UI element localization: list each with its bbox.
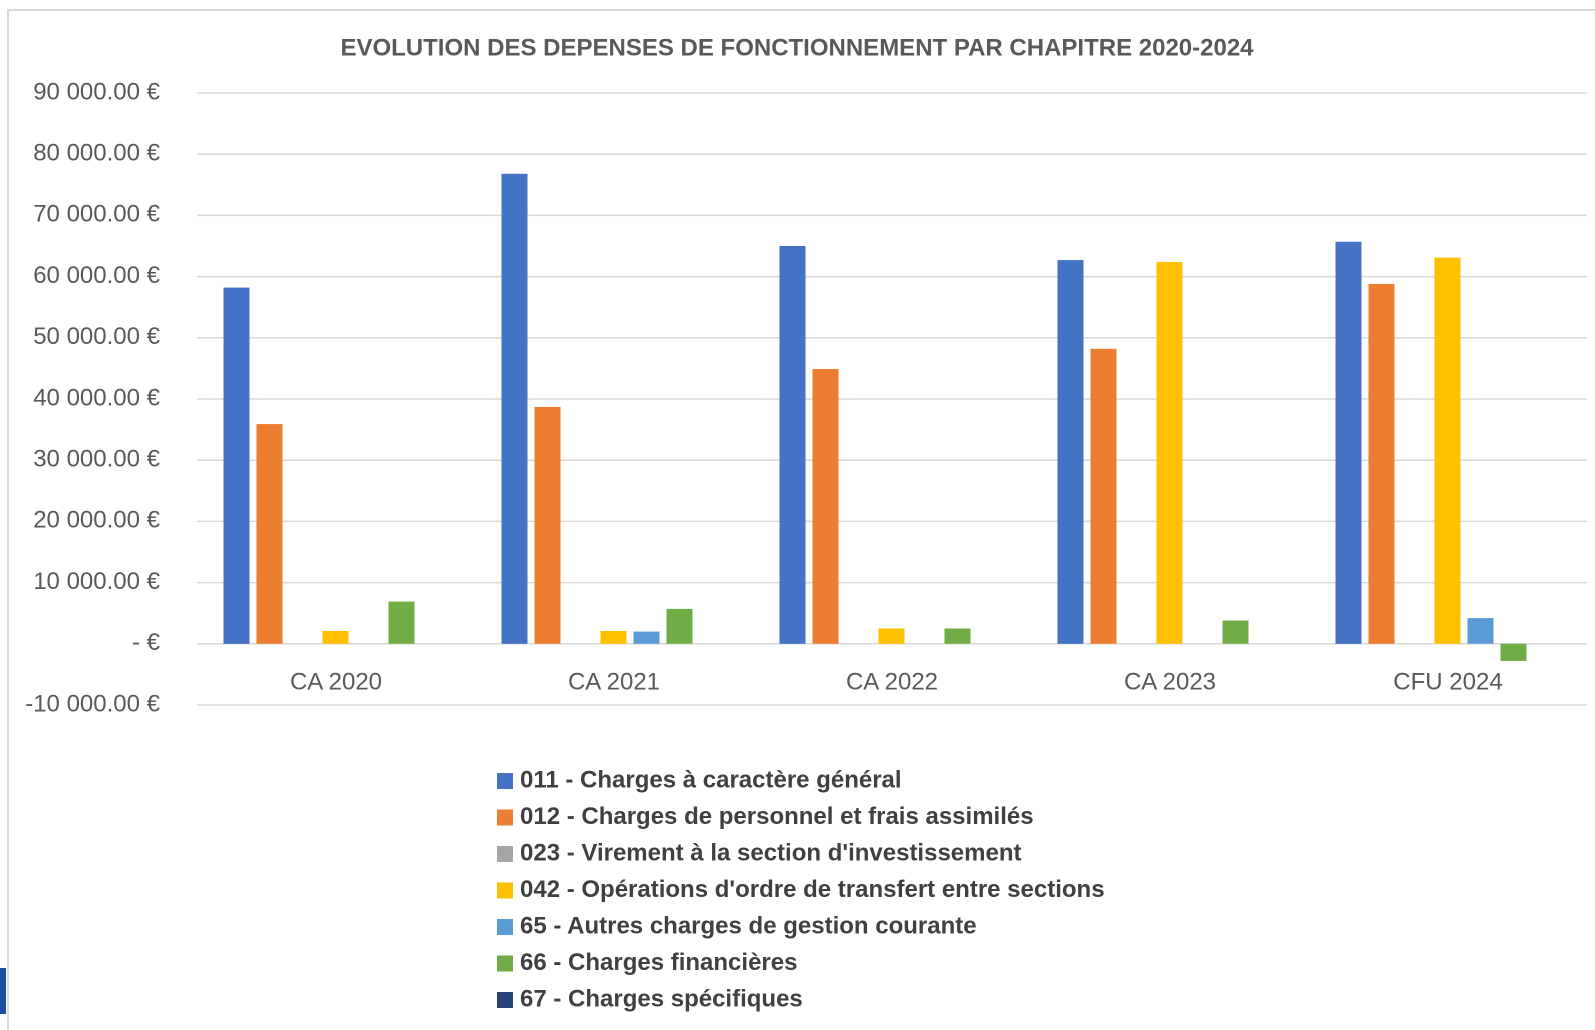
x-tick-label: CA 2023 bbox=[1124, 668, 1216, 695]
bar bbox=[633, 631, 660, 644]
bar bbox=[600, 630, 627, 644]
y-tick-label: -10 000.00 € bbox=[25, 690, 160, 717]
bar bbox=[1368, 283, 1395, 644]
legend-swatch bbox=[497, 809, 513, 826]
x-tick-label: CA 2021 bbox=[568, 668, 660, 695]
y-tick-label: 20 000.00 € bbox=[33, 507, 160, 534]
legend-label: 023 - Virement à la section d'investisse… bbox=[520, 839, 1021, 866]
bar bbox=[256, 424, 283, 644]
y-tick-label: 70 000.00 € bbox=[33, 201, 160, 228]
legend-swatch bbox=[497, 846, 513, 862]
legend-swatch bbox=[497, 955, 513, 972]
bar bbox=[1057, 260, 1084, 644]
bar bbox=[1467, 618, 1494, 644]
bar bbox=[812, 369, 839, 644]
legend-swatch bbox=[497, 919, 513, 935]
bar bbox=[534, 406, 561, 644]
bar bbox=[388, 601, 415, 644]
legend-swatch bbox=[497, 992, 513, 1008]
y-tick-label: 60 000.00 € bbox=[33, 262, 160, 289]
bar bbox=[322, 630, 349, 644]
bar bbox=[501, 173, 528, 644]
side-accent bbox=[0, 968, 6, 1014]
bar bbox=[878, 628, 905, 644]
x-tick-label: CFU 2024 bbox=[1393, 668, 1502, 695]
legend-label: 66 - Charges financières bbox=[520, 949, 797, 976]
y-tick-label: 40 000.00 € bbox=[33, 384, 160, 411]
x-tick-label: CA 2020 bbox=[290, 668, 382, 695]
y-tick-label: 30 000.00 € bbox=[33, 446, 160, 473]
y-tick-label: 80 000.00 € bbox=[33, 140, 160, 167]
legend-label: 67 - Charges spécifiques bbox=[520, 985, 803, 1012]
y-tick-label: 10 000.00 € bbox=[33, 568, 160, 595]
legend-label: 012 - Charges de personnel et frais assi… bbox=[520, 803, 1034, 830]
bar bbox=[1090, 348, 1117, 644]
bar bbox=[666, 608, 693, 644]
bar bbox=[944, 628, 971, 644]
legend-swatch bbox=[497, 882, 513, 899]
legend-label: 042 - Opérations d'ordre de transfert en… bbox=[520, 876, 1105, 903]
bar bbox=[1434, 257, 1461, 644]
legend-label: 011 - Charges à caractère général bbox=[520, 766, 902, 793]
legend-label: 65 - Autres charges de gestion courante bbox=[520, 912, 977, 939]
bar bbox=[1500, 643, 1527, 661]
bar bbox=[1156, 261, 1183, 644]
chart-title: EVOLUTION DES DEPENSES DE FONCTIONNEMENT… bbox=[340, 34, 1254, 61]
bar bbox=[1335, 241, 1362, 644]
y-tick-label: 50 000.00 € bbox=[33, 323, 160, 350]
y-tick-label: 90 000.00 € bbox=[33, 78, 160, 105]
x-tick-label: CA 2022 bbox=[846, 668, 938, 695]
bar bbox=[779, 246, 806, 644]
bar bbox=[1222, 620, 1249, 644]
legend-swatch bbox=[497, 773, 513, 789]
y-tick-label: - € bbox=[132, 629, 161, 656]
bar bbox=[223, 287, 250, 644]
